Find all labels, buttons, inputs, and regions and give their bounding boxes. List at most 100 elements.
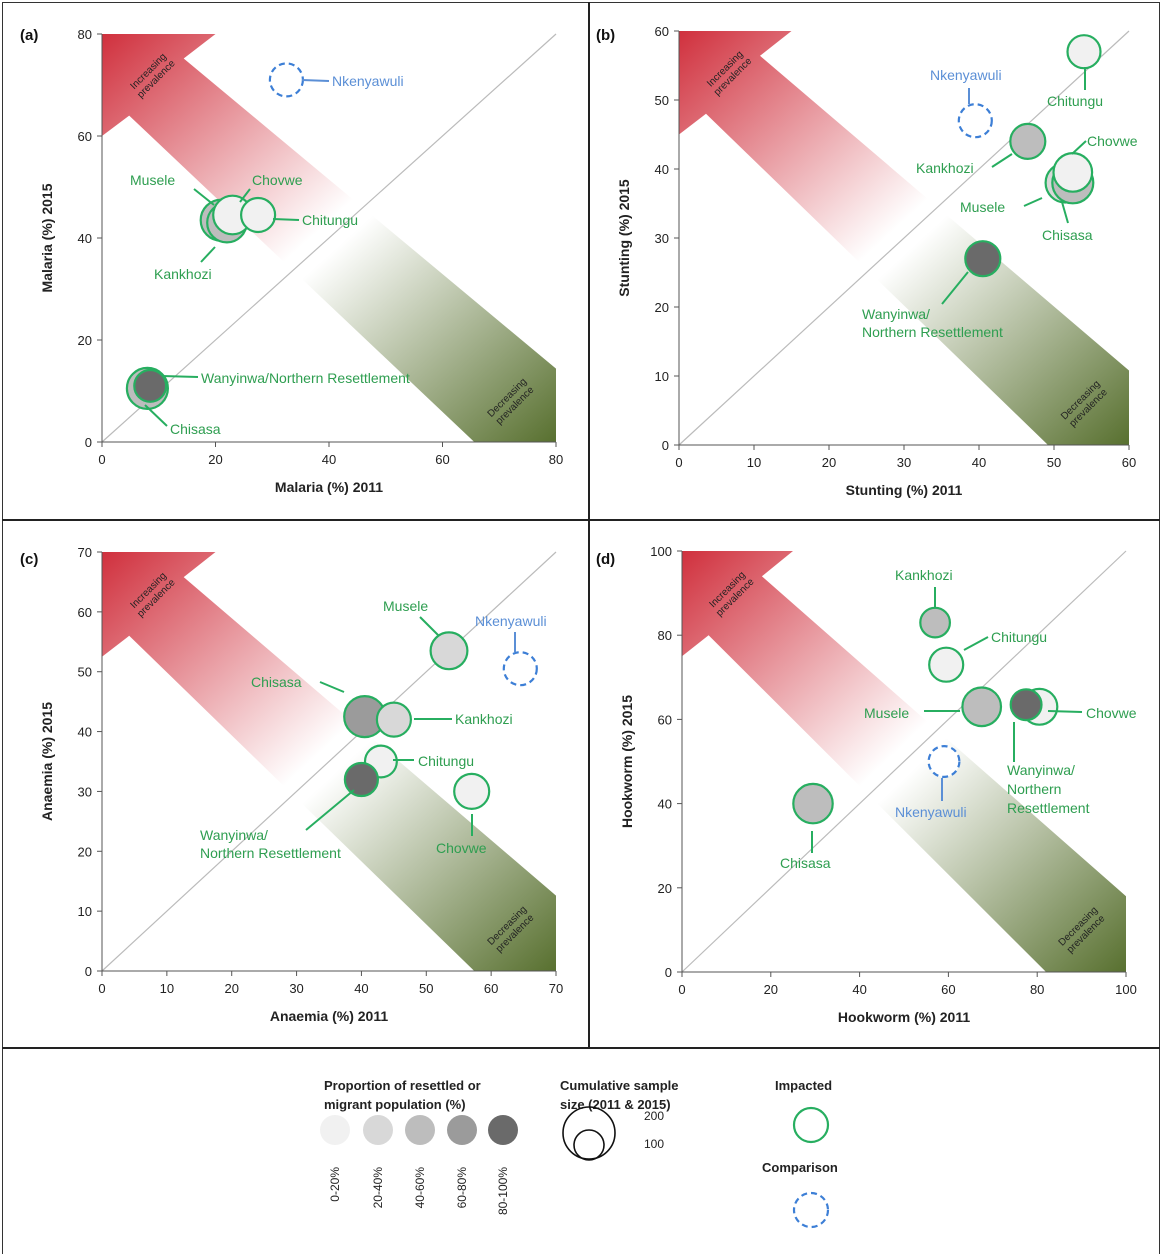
leader-line: [1071, 140, 1087, 155]
legend-swatch-label: 60-80%: [455, 1167, 469, 1209]
legend-size-value-200: 200: [644, 1109, 664, 1123]
panel-title: (b): [596, 27, 615, 44]
panel-title: (a): [20, 27, 38, 44]
point-nkenyawuli: [502, 651, 538, 687]
points: [792, 606, 1059, 825]
y-axis-label: Malaria (%) 2015: [39, 183, 55, 292]
leader-line: [319, 681, 345, 693]
label-chitungu: Chitungu: [991, 629, 1047, 645]
y-tick-label: 0: [85, 435, 92, 450]
legend-impacted-symbol: [792, 1106, 830, 1144]
point-chovwe: [453, 772, 491, 811]
leader-lines: [941, 67, 1087, 305]
y-tick-label: 40: [78, 231, 92, 246]
legend-size-value-100: 100: [644, 1137, 664, 1151]
y-tick-label: 40: [78, 725, 92, 740]
leader-line: [193, 188, 215, 206]
leader-line: [144, 404, 168, 427]
x-tick-label: 10: [160, 981, 174, 996]
panel-d: (d) IncreasingprevalenceDecreasingpreval…: [596, 544, 1137, 1025]
leader-line: [1061, 201, 1069, 224]
point-chitungu: [240, 196, 277, 234]
x-tick-label: 20: [764, 982, 778, 997]
x-tick-label: 20: [224, 981, 238, 996]
x-tick-label: 70: [549, 981, 563, 996]
y-tick-label: 50: [655, 93, 669, 108]
y-tick-label: 60: [78, 129, 92, 144]
y-tick-label: 20: [78, 844, 92, 859]
label-chitungu: Chitungu: [302, 212, 358, 228]
x-axis-label: Malaria (%) 2011: [275, 479, 383, 495]
label-wanyinwa: Wanyinwa/Northern Resettlement: [200, 827, 341, 861]
label-chovwe: Chovwe: [1087, 133, 1138, 149]
label-chisasa: Chisasa: [170, 421, 221, 437]
point-wanyinwa-northern-resettlement: [964, 240, 1002, 278]
label-wanyinwa: Wanyinwa/Northern Resettlement: [862, 306, 1003, 340]
x-tick-label: 40: [322, 452, 336, 467]
y-tick-label: 0: [665, 965, 672, 980]
y-tick-label: 0: [662, 438, 669, 453]
y-tick-label: 40: [658, 797, 672, 812]
point-wanyinwa-northern-resettlement: [343, 761, 379, 798]
x-tick-label: 80: [1030, 982, 1044, 997]
identity-line: [101, 33, 557, 443]
legend-proportion-title: Proportion of resettled or migrant popula…: [324, 1078, 481, 1112]
leader-line: [941, 271, 969, 305]
point-labels: Musele Nkenyawuli Chisasa Kankhozi Chitu…: [200, 598, 547, 861]
axes: 0 20 40 60 80 100 0 20 40 60 80 100 Hookworm (%) 201…: [619, 544, 1137, 1025]
points: [957, 34, 1102, 278]
label-chitungu: Chitungu: [1047, 93, 1103, 109]
points: [125, 62, 304, 410]
legend-swatch-label: 80-100%: [496, 1167, 510, 1215]
y-tick-label: 100: [650, 544, 672, 559]
label-chisasa: Chisasa: [251, 674, 302, 690]
point-wanyinwa-northern-resettlement: [1009, 688, 1043, 722]
label-chovwe: Chovwe: [1086, 705, 1137, 721]
legend-size-title: Cumulative sample size (2011 & 2015): [560, 1078, 679, 1112]
point-chitungu: [1066, 34, 1102, 70]
y-tick-label: 30: [78, 784, 92, 799]
axes: 0 10 20 30 40 50 60 0 10 20 30 40 50 60 Stunting (%) 2…: [616, 24, 1136, 498]
label-chisasa: Chisasa: [1042, 227, 1093, 243]
label-musele: Musele: [383, 598, 428, 614]
point-labels: Kankhozi Chitungu Musele Chovwe Wanyinwa…: [780, 567, 1137, 871]
point-musele: [961, 686, 1003, 728]
x-axis-label: Hookworm (%) 2011: [838, 1009, 970, 1025]
leader-line: [1023, 197, 1043, 207]
x-tick-label: 10: [747, 455, 761, 470]
x-tick-label: 50: [1047, 455, 1061, 470]
legend-proportion-swatches: 0-20% 20-40% 40-60% 60-80% 80-100%: [320, 1115, 518, 1215]
point-nkenyawuli: [927, 744, 961, 778]
y-tick-label: 60: [78, 605, 92, 620]
y-tick-label: 30: [655, 231, 669, 246]
x-tick-label: 60: [435, 452, 449, 467]
axes: 0 20 40 60 80 0 20 40 60 80 Malaria (%) 2011 Malari…: [39, 27, 563, 495]
legend: Proportion of resettled or migrant popula…: [320, 1078, 838, 1229]
x-tick-label: 40: [354, 981, 368, 996]
leader-line: [1047, 710, 1083, 713]
legend-swatch-5: [488, 1115, 518, 1145]
x-tick-label: 80: [549, 452, 563, 467]
identity-line: [101, 551, 557, 972]
leader-lines: [305, 616, 516, 836]
leader-line: [239, 188, 251, 203]
legend-impacted-label: Impacted: [775, 1078, 832, 1093]
identity-line: [681, 550, 1127, 973]
point-nkenyawuli: [957, 103, 993, 139]
y-tick-label: 20: [655, 300, 669, 315]
y-tick-label: 20: [658, 881, 672, 896]
y-tick-label: 40: [655, 162, 669, 177]
legend-swatch-label: 20-40%: [371, 1167, 385, 1209]
x-tick-label: 60: [1122, 455, 1136, 470]
point-kankhozi: [1009, 122, 1047, 160]
x-tick-label: 60: [484, 981, 498, 996]
y-axis-label: Anaemia (%) 2015: [39, 702, 55, 821]
y-tick-label: 10: [655, 369, 669, 384]
legend-size-circle-large: [562, 1106, 616, 1160]
y-tick-label: 0: [85, 964, 92, 979]
x-tick-label: 0: [98, 452, 105, 467]
label-nkenyawuli: Nkenyawuli: [895, 804, 967, 820]
x-axis-label: Stunting (%) 2011: [846, 482, 963, 498]
y-tick-label: 10: [78, 904, 92, 919]
